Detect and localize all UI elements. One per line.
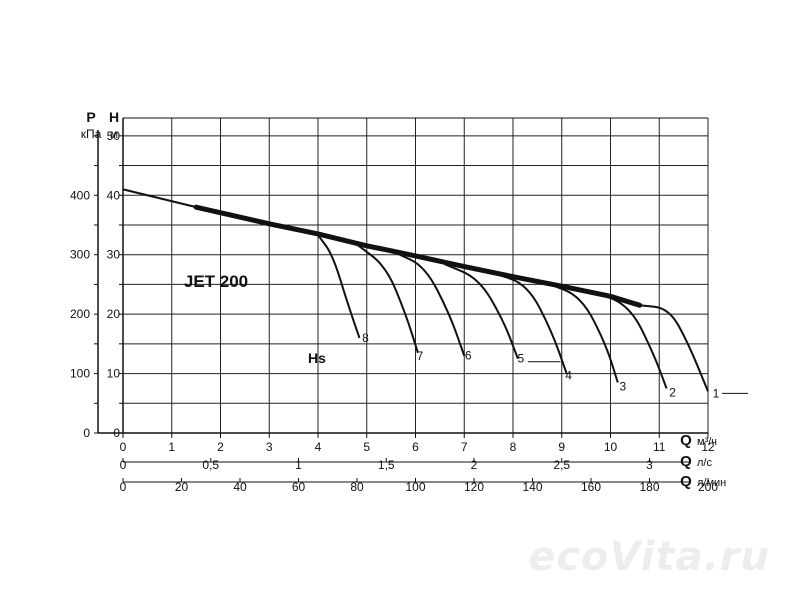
tick-label-Q-ls: 1,5 xyxy=(378,458,395,472)
tick-label-Q-m3h: 7 xyxy=(461,440,468,454)
tick-label-Q-lmin: 180 xyxy=(639,480,659,494)
tick-label-Q-lmin: 20 xyxy=(175,480,189,494)
y-left-symbol: P xyxy=(86,109,95,125)
tick-label-Q-lmin: 200 xyxy=(698,480,718,494)
tick-label-Q-m3h: 8 xyxy=(510,440,517,454)
curve-hs-6 xyxy=(395,252,466,357)
chart-curves xyxy=(122,188,748,394)
curve-label-5: 5 xyxy=(518,352,525,366)
main-curve xyxy=(193,204,643,308)
tick-label-Q-lmin: 140 xyxy=(522,480,542,494)
curve-label-7: 7 xyxy=(417,349,424,363)
chart-title: JET 200 xyxy=(184,272,248,291)
curve-hs-8 xyxy=(317,234,361,339)
tick-label-Q-m3h: 4 xyxy=(315,440,322,454)
watermark: ecoVita.ru xyxy=(528,534,770,580)
tick-label-Q-ls: 0,5 xyxy=(202,458,219,472)
tick-label-Q-m3h: 1 xyxy=(168,440,175,454)
curve-label-3: 3 xyxy=(619,379,626,393)
curve-label-4: 4 xyxy=(565,369,572,383)
tick-label-Q-m3h: 10 xyxy=(604,440,618,454)
curve-hs-4 xyxy=(493,272,568,374)
tick-label-Q-m3h: 2 xyxy=(217,440,224,454)
tick-label-Q-lmin: 160 xyxy=(581,480,601,494)
curve-label-8: 8 xyxy=(362,331,369,345)
x-axis-symbol: Q xyxy=(680,453,692,470)
tick-label-Q-lmin: 60 xyxy=(292,480,306,494)
tick-label-Q-ls: 3 xyxy=(646,458,653,472)
tick-label-P: 0 xyxy=(83,426,90,440)
tick-label-Q-m3h: 9 xyxy=(558,440,565,454)
x-axis-symbol: Q xyxy=(680,473,692,490)
curve-label-2: 2 xyxy=(669,385,676,399)
x-axis-unit: л/с xyxy=(697,457,712,469)
tick-label-P: 200 xyxy=(70,307,90,321)
y-right-symbol: H xyxy=(109,109,119,125)
tick-label-H: 30 xyxy=(107,248,121,262)
tick-label-P: 400 xyxy=(70,188,90,202)
tick-label-H: 40 xyxy=(107,188,121,202)
tick-label-Q-ls: 2,5 xyxy=(553,458,570,472)
tick-label-H: 50 xyxy=(107,129,121,143)
curve-hs-3 xyxy=(546,282,619,383)
tick-label-Q-m3h: 11 xyxy=(653,440,666,454)
tick-label-Q-m3h: 0 xyxy=(120,440,127,454)
x-axis-symbol: Q xyxy=(680,432,692,449)
curve-label-6: 6 xyxy=(465,349,472,363)
tick-label-P: 100 xyxy=(70,367,90,381)
chart-axes xyxy=(94,117,709,483)
tick-label-Q-lmin: 40 xyxy=(233,480,247,494)
tick-label-Q-lmin: 100 xyxy=(405,480,425,494)
tick-label-H: 20 xyxy=(107,307,121,321)
curve-hs-5 xyxy=(444,263,519,360)
hs-label: Hs xyxy=(308,350,326,366)
curve-hs-2 xyxy=(590,290,668,389)
curve-hs-1 xyxy=(639,304,709,392)
x-axis-unit: м³/ч xyxy=(697,436,717,448)
y-right-unit: м xyxy=(110,127,118,141)
tick-label-Q-ls: 2 xyxy=(471,458,478,472)
y-left-unit: кПа xyxy=(81,127,102,141)
tick-label-Q-lmin: 80 xyxy=(350,480,364,494)
curve-label-1: 1 xyxy=(713,386,720,400)
tick-label-Q-ls: 1 xyxy=(295,458,302,472)
curve-hs-7 xyxy=(356,243,419,354)
tick-label-Q-m3h: 6 xyxy=(412,440,419,454)
tick-label-Q-m3h: 12 xyxy=(701,440,715,454)
tick-label-Q-lmin: 0 xyxy=(120,480,127,494)
tick-label-H: 0 xyxy=(113,426,120,440)
tick-label-H: 10 xyxy=(107,367,121,381)
main-curve-start xyxy=(122,188,197,209)
x-axis-unit: л/мин xyxy=(697,477,726,489)
tick-label-Q-m3h: 3 xyxy=(266,440,273,454)
tick-label-Q-lmin: 120 xyxy=(464,480,484,494)
tick-label-Q-m3h: 5 xyxy=(363,440,370,454)
tick-label-Q-ls: 0 xyxy=(120,458,127,472)
tick-label-P: 300 xyxy=(70,248,90,262)
